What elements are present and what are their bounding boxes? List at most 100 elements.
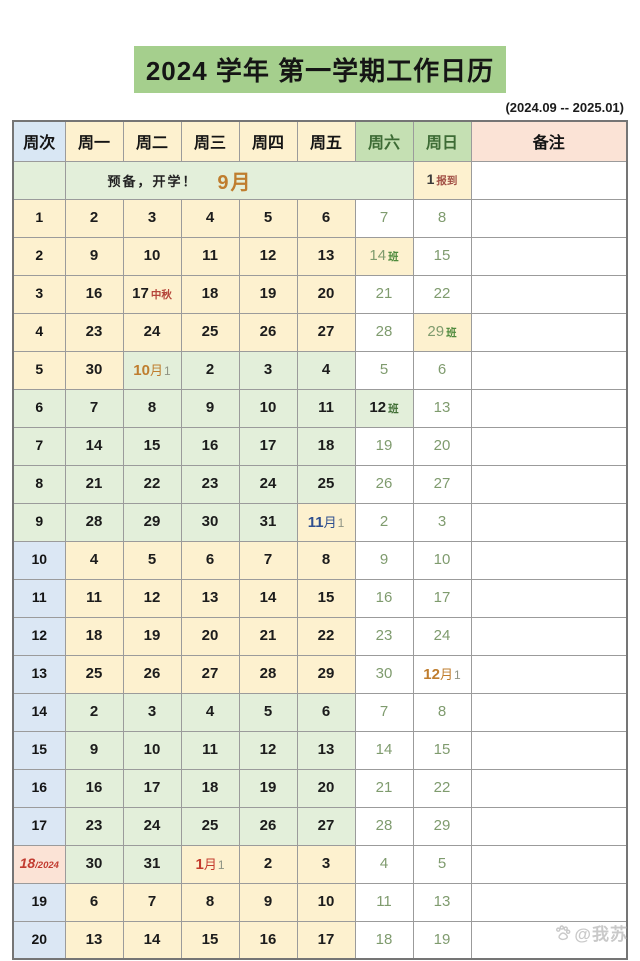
cell-text: 1 <box>337 516 345 530</box>
day-cell: 16 <box>64 274 124 314</box>
cell-text: 1 <box>164 364 171 378</box>
cell-text: 月 <box>323 515 337 530</box>
cell-text: 26 <box>259 817 277 834</box>
day-cell: 4 <box>296 350 356 390</box>
day-cell: 11 <box>296 388 356 428</box>
cell-text: 31 <box>259 513 277 530</box>
cell-text: 18 <box>375 930 393 948</box>
day-cell: 15 <box>122 426 182 466</box>
day-cell: 15 <box>412 730 472 770</box>
cell-text: 25 <box>201 323 219 340</box>
cell-text: 2 <box>263 855 273 872</box>
week-number-cell: 15 <box>12 730 66 770</box>
cell-text: 10 <box>259 399 277 416</box>
page-title: 2024 学年 第一学期工作日历 <box>133 46 507 93</box>
day-cell: 9 <box>180 388 240 428</box>
cell-text: 28 <box>85 513 103 530</box>
cell-text: 报到 <box>436 175 458 187</box>
week-row: 10 4 5 6 7 8 9 10 <box>12 540 628 580</box>
day-cell: 8 <box>296 540 356 580</box>
week-number: 19 <box>31 893 48 909</box>
cell-text: 9 <box>379 551 389 568</box>
day-cell: 4 <box>180 692 240 732</box>
cell-text: 28 <box>375 323 393 340</box>
cell-text: 10 <box>143 247 161 264</box>
week-number-cell: 14 <box>12 692 66 732</box>
notes-cell <box>470 236 628 276</box>
cell-text: 11 <box>202 247 218 264</box>
day-cell: 4 <box>180 198 240 238</box>
day-cell: 12 <box>122 578 182 618</box>
notes-cell <box>470 540 628 580</box>
week-number: 2 <box>35 247 44 263</box>
day-cell: 24 <box>122 806 182 846</box>
week-number: 15 <box>31 741 48 757</box>
cell-text: 9 <box>89 247 99 264</box>
cell-text: 7 <box>89 399 99 416</box>
registration-day-cell: 1 报到 <box>412 160 472 200</box>
cell-text: 23 <box>85 817 103 834</box>
cell-text: 10 <box>143 741 161 758</box>
week-number: 20 <box>31 930 48 947</box>
day-cell: 21 <box>64 464 124 504</box>
cell-text: 15 <box>433 247 451 264</box>
cell-text: 18 <box>317 437 335 454</box>
week-number: 5 <box>35 361 44 377</box>
cell-text: 14 <box>85 437 103 454</box>
cell-text: 4 <box>205 703 215 720</box>
day-cell: 26 <box>354 464 414 504</box>
notes-cell <box>470 806 628 846</box>
cell-text: 15 <box>201 930 219 948</box>
day-cell: 19 <box>238 768 298 808</box>
day-cell: 11 <box>354 882 414 922</box>
week-number: 4 <box>35 323 44 339</box>
day-cell: 12月1 <box>412 654 472 694</box>
cell-text: 月 <box>439 667 453 682</box>
day-cell: 19 <box>238 274 298 314</box>
week-number-cell: 11 <box>12 578 66 618</box>
day-cell: 7 <box>238 540 298 580</box>
week-row: 6 7 8 9 10 11 12 班 13 <box>12 388 628 428</box>
notes-cell <box>470 730 628 770</box>
cell-text: /2024 <box>35 860 59 871</box>
day-cell: 13 <box>296 730 356 770</box>
day-cell: 4 <box>354 844 414 884</box>
day-cell: 13 <box>412 882 472 922</box>
week-row: 19 6 7 8 9 10 11 13 <box>12 882 628 922</box>
cell-text: 12 <box>423 666 440 683</box>
notes-cell <box>470 502 628 542</box>
day-cell: 15 <box>296 578 356 618</box>
week-number: 9 <box>35 513 44 529</box>
semester-start-note: 预备，开学！ <box>107 173 198 189</box>
day-cell: 1月1 <box>180 844 240 884</box>
watermark: @我苏 <box>554 920 628 945</box>
cell-text: 26 <box>375 475 393 492</box>
week-number: 12 <box>31 627 48 643</box>
day-cell: 3 <box>412 502 472 542</box>
header-cell-sun: 周日 <box>412 120 472 162</box>
day-cell: 21 <box>354 768 414 808</box>
cell-text: 中秋 <box>150 289 172 301</box>
day-cell: 10 <box>122 236 182 276</box>
day-cell: 7 <box>354 198 414 238</box>
cell-text: 13 <box>433 893 451 910</box>
day-cell: 8 <box>412 198 472 238</box>
day-cell: 24 <box>238 464 298 504</box>
week-row: 1 2 3 4 5 6 7 8 <box>12 198 628 238</box>
cell-text: 16 <box>201 437 219 454</box>
day-cell: 8 <box>122 388 182 428</box>
cell-text: 9 <box>89 741 99 758</box>
cell-text: 31 <box>143 855 161 872</box>
cell-text: 25 <box>317 475 335 492</box>
cell-text: 24 <box>433 627 451 644</box>
cell-text: 29 <box>143 513 161 530</box>
day-cell: 26 <box>238 806 298 846</box>
week-number: 1 <box>35 209 44 225</box>
cell-text: 19 <box>143 627 161 644</box>
day-cell: 12 班 <box>354 388 414 428</box>
cell-text: 17 <box>143 779 161 796</box>
cell-text: 3 <box>147 703 157 720</box>
week-number-cell: 16 <box>12 768 66 808</box>
day-cell: 19 <box>122 616 182 656</box>
day-cell: 3 <box>122 692 182 732</box>
